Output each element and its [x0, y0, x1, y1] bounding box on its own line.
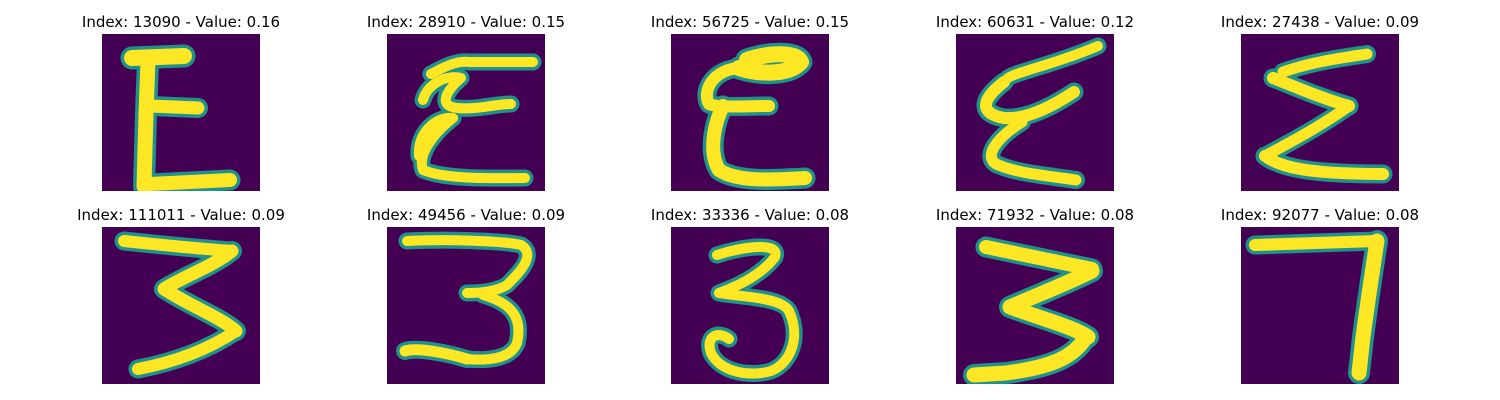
panel-1: Index: 13090 - Value: 0.16 — [82, 13, 280, 191]
digit-image — [387, 227, 545, 384]
three-curly-glyph — [671, 227, 829, 384]
stroke-1 — [426, 56, 538, 79]
stroke-3 — [966, 329, 1094, 383]
panel-5: Index: 27438 - Value: 0.09 — [1221, 13, 1419, 191]
panel-7: Index: 49456 - Value: 0.09 — [367, 206, 565, 384]
panel-title: Index: 49456 - Value: 0.09 — [366, 206, 566, 224]
panel-title: Index: 92077 - Value: 0.08 — [1220, 206, 1420, 224]
stroke-2 — [980, 76, 1080, 125]
panel-title: Index: 56725 - Value: 0.15 — [650, 13, 850, 31]
stroke-3 — [399, 344, 473, 365]
stroke-1 — [979, 240, 1099, 276]
panel-3: Index: 56725 - Value: 0.15 — [651, 13, 849, 191]
E-slanted-glyph — [956, 34, 1114, 191]
panel-title: Index: 13090 - Value: 0.16 — [81, 13, 281, 31]
stroke-2 — [704, 306, 800, 379]
stroke-2 — [418, 72, 516, 114]
panel-8: Index: 33336 - Value: 0.08 — [651, 206, 849, 384]
stroke-1 — [402, 235, 533, 298]
panel-2: Index: 28910 - Value: 0.15 — [367, 13, 565, 191]
panel-6: Index: 111011 - Value: 0.09 — [77, 206, 285, 384]
stroke-3 — [706, 99, 812, 187]
digit-image — [102, 34, 260, 191]
stroke-3 — [985, 116, 1082, 186]
digit-image — [1241, 227, 1399, 384]
three-angular-glyph — [102, 227, 260, 384]
three-bold-glyph — [956, 227, 1114, 384]
stroke-4 — [143, 173, 237, 191]
panel-4: Index: 60631 - Value: 0.12 — [936, 13, 1134, 191]
stroke-2 — [1002, 263, 1100, 345]
panel-title: Index: 71932 - Value: 0.08 — [935, 206, 1135, 224]
stroke-1 — [731, 46, 809, 81]
digit-image — [1241, 34, 1399, 191]
E-round-glyph — [671, 34, 829, 191]
panel-title: Index: 111011 - Value: 0.09 — [77, 206, 285, 224]
panel-10: Index: 92077 - Value: 0.08 — [1221, 206, 1419, 384]
three-wide-glyph — [387, 227, 545, 384]
panel-title: Index: 27438 - Value: 0.09 — [1220, 13, 1420, 31]
stroke-2 — [700, 62, 775, 113]
seven-glyph — [1241, 227, 1399, 384]
stroke-1 — [1249, 235, 1383, 251]
E-block-glyph — [102, 34, 260, 191]
stroke-2 — [1351, 233, 1385, 381]
stroke-3 — [143, 99, 205, 115]
stroke-4 — [1259, 150, 1389, 180]
stroke-1 — [712, 242, 794, 316]
digit-image — [671, 227, 829, 384]
stroke-2 — [462, 290, 524, 365]
sigma-glyph — [1241, 34, 1399, 191]
stroke-1 — [1277, 48, 1373, 78]
stroke-2 — [136, 52, 156, 191]
digit-image — [387, 34, 545, 191]
digit-image — [102, 227, 260, 384]
stroke-3 — [132, 325, 242, 375]
panel-title: Index: 33336 - Value: 0.08 — [650, 206, 850, 224]
digit-image — [956, 227, 1114, 384]
stroke-3 — [413, 112, 530, 184]
panel-title: Index: 60631 - Value: 0.12 — [935, 13, 1135, 31]
panel-9: Index: 71932 - Value: 0.08 — [936, 206, 1134, 384]
E-loopy-glyph — [387, 34, 545, 191]
stroke-3 — [1259, 100, 1355, 162]
stroke-1 — [1003, 41, 1103, 83]
stroke-1 — [124, 48, 192, 66]
digit-image — [956, 34, 1114, 191]
digit-image — [671, 34, 829, 191]
stroke-2 — [157, 244, 243, 338]
panel-title: Index: 28910 - Value: 0.15 — [366, 13, 566, 31]
